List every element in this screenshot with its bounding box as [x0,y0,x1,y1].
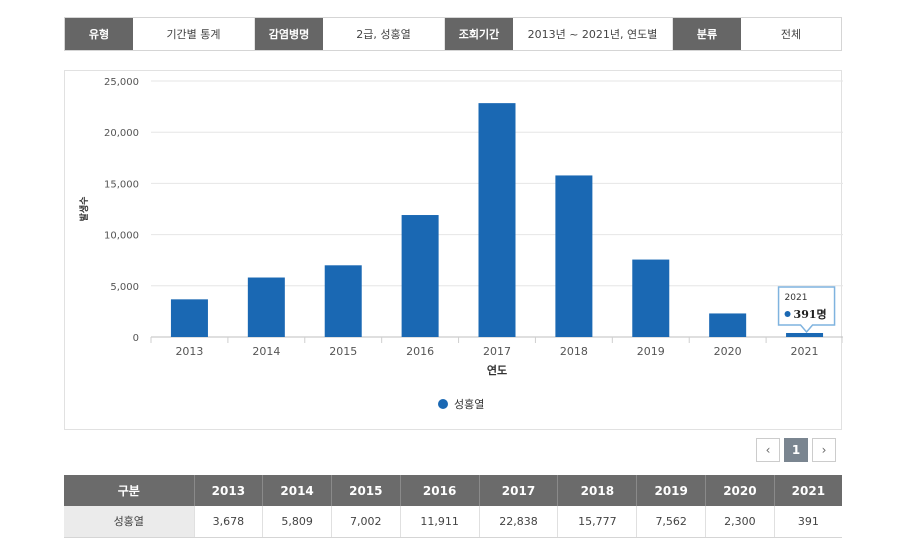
filter-disease-value: 2급, 성홍열 [323,18,445,50]
tooltip-value: 391명 [794,307,827,321]
table-corner-header: 구분 [64,475,195,506]
table-header-row: 구분 2013 2014 2015 2016 2017 2018 2019 2020 2021 [64,475,842,506]
y-axis-title: 발생수 [78,197,90,222]
bar-2016 [401,215,439,337]
next-page-button[interactable]: › [812,438,836,462]
table-cell: 7,002 [331,506,401,538]
prev-page-button[interactable]: ‹ [756,438,780,462]
bar-2017 [478,103,516,337]
filter-type-label: 유형 [65,18,133,50]
bar-2021 [786,332,824,337]
legend-label: 성홍열 [454,397,484,411]
filter-bar: 유형 기간별 통계 감염병명 2급, 성홍열 조회기간 2013년 ~ 2021… [64,17,842,51]
bar-2019 [632,259,670,337]
table-row: 성홍열 3,678 5,809 7,002 11,911 22,838 15,777 7,5… [64,506,842,538]
bar-2013 [170,299,208,337]
table-cell: 7,562 [636,506,707,538]
x-tick-label: 2014 [252,345,280,358]
x-tick-label: 2020 [714,345,742,358]
x-tick-label: 2017 [483,345,511,358]
table-year-header: 2017 [479,475,559,506]
legend-marker [438,399,448,409]
table-year-header: 2019 [636,475,707,506]
filter-period-value: 2013년 ~ 2021년, 연도별 [513,18,673,50]
table-year-header: 2021 [774,475,842,506]
y-tick-label: 0 [133,333,139,344]
x-tick-label: 2015 [329,345,357,358]
table-cell: 22,838 [479,506,559,538]
table-year-header: 2015 [331,475,401,506]
table-year-header: 2020 [705,475,775,506]
y-tick-label: 10,000 [104,231,139,242]
x-axis-title: 연도 [487,363,507,377]
bar-2015 [324,265,362,337]
x-tick-label: 2013 [175,345,203,358]
filter-disease-label: 감염병명 [255,18,323,50]
table-cell: 5,809 [262,506,332,538]
x-tick-label: 2016 [406,345,434,358]
table-cell: 391 [774,506,842,538]
filter-period-label: 조회기간 [445,18,513,50]
table-cell: 11,911 [400,506,480,538]
table-row-label: 성홍열 [64,506,195,538]
filter-type-value: 기간별 통계 [133,18,255,50]
tooltip-box [777,286,836,334]
y-tick-label: 20,000 [104,128,139,139]
filter-category-label: 분류 [673,18,741,50]
bar-chart: 0 5,000 10,000 15,000 20,000 25,000 발생수 2013 201… [78,77,843,411]
y-tick-label: 25,000 [104,77,139,88]
bar-2020 [709,313,747,337]
table-cell: 15,777 [557,506,638,538]
table-cell: 3,678 [194,506,264,538]
table-year-header: 2016 [400,475,480,506]
table-year-header: 2018 [557,475,638,506]
bar-2014 [247,277,285,337]
y-tick-label: 5,000 [110,282,139,293]
data-table: 구분 2013 2014 2015 2016 2017 2018 2019 2020 2021 … [64,475,842,538]
table-year-header: 2013 [194,475,264,506]
chart-panel: 0 5,000 10,000 15,000 20,000 25,000 발생수 2013 201… [64,70,843,430]
y-tick-label: 15,000 [104,179,139,190]
table-year-header: 2014 [262,475,332,506]
filter-category-value: 전체 [780,28,802,41]
table-cell: 2,300 [705,506,775,538]
bar-2018 [555,175,593,337]
page-1-button[interactable]: 1 [784,438,808,462]
pagination: ‹ 1 › [756,438,836,462]
x-tick-label: 2018 [560,345,588,358]
x-tick-label: 2019 [637,345,665,358]
tooltip-dot [784,310,791,317]
x-tick-label: 2021 [791,345,819,358]
tooltip-category: 2021 [785,293,808,303]
